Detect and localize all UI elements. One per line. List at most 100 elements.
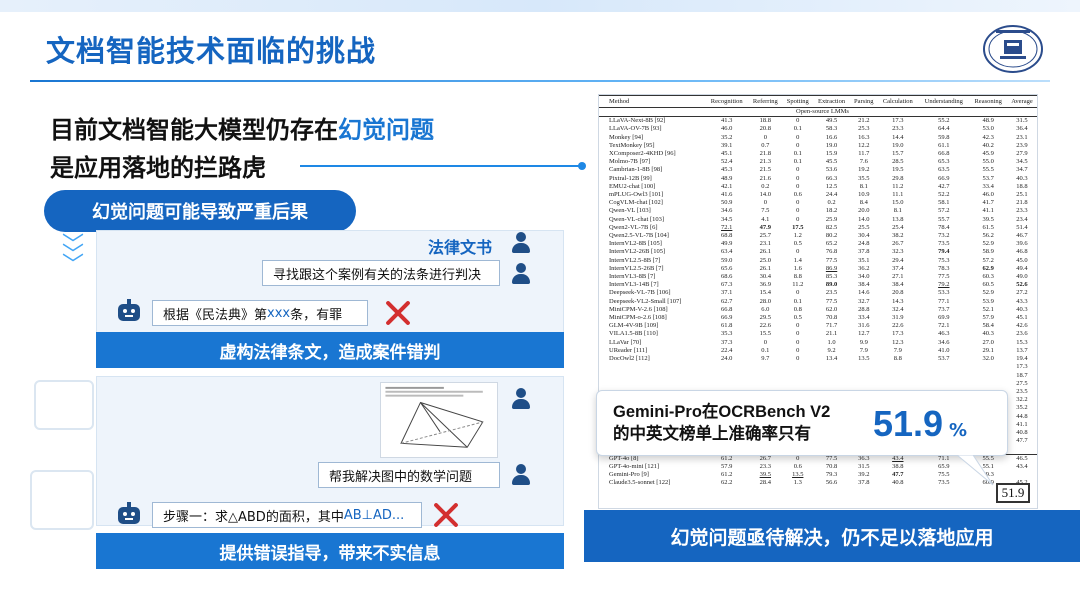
math-consequence-footer: 提供错误指导，带来不实信息 [96, 533, 564, 569]
table-cell [599, 372, 705, 380]
table-cell: InternVL3-14B [7] [609, 281, 659, 289]
table-cell: Deepseek-VL2-Small [107] [609, 297, 682, 305]
gemini-accuracy-callout: Gemini-Pro在OCRBench V2 的中英文榜单上准确率只有 51.9… [596, 390, 1008, 456]
table-cell: 36.9 [759, 281, 772, 289]
table-row: Cambrian-1-8B [98] 45.3 21.5 0 53.6 19.2 19.5 6… [599, 166, 1037, 174]
table-cell: 51.4 [1016, 223, 1028, 231]
table-cell: 45.1 [721, 150, 733, 158]
table-cell: 79.4 [938, 248, 950, 256]
table-cell: GLM-4V-9B [109] [609, 322, 659, 330]
wrong-cross-icon [384, 299, 412, 327]
table-cell: 77.5 [938, 273, 950, 281]
math-bot-answer: 步骤一：求△ABD的面积，其中 AB⊥AD... [152, 502, 422, 528]
table-cell: InternVL2.5-8B [7] [609, 256, 661, 264]
table-cell: 80.2 [825, 232, 838, 240]
table-cell: 27.2 [1016, 289, 1028, 297]
table-cell: 0 [796, 166, 800, 174]
table-cell: 32.4 [892, 305, 904, 313]
table-cell: 19.5 [892, 166, 904, 174]
table-cell: 0.1 [761, 346, 770, 354]
table-cell: 40.8 [892, 479, 904, 487]
table-cell: 58.9 [982, 248, 994, 256]
table-cell: 14.0 [858, 215, 870, 223]
table-cell [705, 372, 748, 380]
table-cell: 8.4 [859, 199, 868, 207]
headline-prefix: 目前文档智能大模型仍存在 [50, 116, 338, 144]
table-cell: 0 [796, 141, 800, 149]
table-cell: 1.2 [793, 232, 802, 240]
user-icon [510, 232, 532, 254]
table-cell: 0.1 [793, 125, 802, 133]
table-cell [705, 380, 748, 388]
table-cell [599, 380, 705, 388]
table-cell: 53.9 [982, 297, 994, 305]
table-cell: 46.5 [1016, 454, 1028, 462]
table-header-cell: Understanding [918, 95, 970, 108]
table-cell: 25.5 [858, 223, 870, 231]
table-cell: 20.8 [759, 125, 772, 133]
table-cell: 23.9 [1016, 141, 1028, 149]
table-cell: 0 [796, 207, 800, 215]
table-cell: 31.5 [858, 462, 870, 470]
table-cell: 21.8 [759, 150, 772, 158]
table-cell: 35.2 [1016, 404, 1028, 412]
table-cell: 24.8 [858, 240, 870, 248]
table-cell: 60.5 [982, 281, 994, 289]
table-cell: 11.7 [858, 150, 870, 158]
table-row: LLaVA-OV-7B [93] 46.0 20.8 0.1 58.3 25.3 23.3 6… [599, 125, 1037, 133]
table-row: 41.1 [599, 421, 1037, 429]
table-cell: 0 [796, 215, 800, 223]
table-cell: 15.5 [759, 330, 772, 338]
table-cell: 0 [796, 289, 800, 297]
table-cell: 55.1 [982, 462, 994, 470]
table-cell: 43.4 [892, 454, 904, 462]
table-cell: 23.5 [1016, 387, 1028, 395]
table-cell: 34.6 [938, 338, 950, 346]
table-cell: TextMonkey [95] [609, 141, 655, 149]
top-accent-bar [0, 0, 1080, 12]
code-window-decoration [34, 380, 94, 430]
table-cell: Monkey [94] [609, 133, 644, 141]
table-cell: 4.1 [761, 215, 770, 223]
geometry-problem-image [380, 382, 498, 458]
table-cell: 31.6 [858, 322, 870, 330]
table-cell: 40.2 [982, 141, 994, 149]
table-cell: Qwen-VL [103] [609, 207, 651, 215]
table-cell: 0 [796, 248, 800, 256]
table-cell: Qwen-VL-chat [103] [609, 215, 665, 223]
table-cell: MiniCPM-V-2.6 [108] [609, 305, 668, 313]
table-cell: 65.3 [938, 158, 950, 166]
table-cell: 19.0 [892, 141, 904, 149]
table-cell: 27.1 [892, 273, 904, 281]
table-cell: 75.3 [938, 256, 950, 264]
image-decoration [30, 470, 94, 530]
table-cell: 34.7 [1016, 166, 1028, 174]
table-cell: 57.2 [982, 256, 994, 264]
table-cell: 27.9 [1016, 150, 1028, 158]
table-cell: 41.1 [1016, 420, 1028, 428]
table-cell: 15.3 [1016, 338, 1028, 346]
law-bot-answer-highlight: xxx [267, 305, 291, 321]
table-cell: 56.2 [982, 232, 994, 240]
table-cell: 70.8 [825, 314, 838, 322]
table-cell: 73.5 [938, 240, 950, 248]
table-cell: Molmo-7B [97] [609, 158, 651, 166]
table-cell: 11.1 [892, 191, 904, 199]
table-cell: Pixtral-12B [99] [609, 174, 652, 182]
table-cell: 66.3 [825, 174, 838, 182]
law-bot-answer-suffix: 条，有罪 [290, 307, 343, 323]
table-cell: 46.0 [982, 191, 994, 199]
conclusion-banner: 幻觉问题亟待解决，仍不足以落地应用 [584, 510, 1080, 562]
table-cell: 41.7 [982, 199, 994, 207]
table-cell: 32.2 [1016, 396, 1028, 404]
table-cell: 60.9 [982, 479, 994, 487]
table-cell: 0 [763, 133, 767, 141]
table-cell: 73.2 [938, 232, 950, 240]
table-cell [969, 372, 1007, 380]
table-cell: 28.8 [858, 305, 870, 313]
table-cell: 55.5 [982, 454, 994, 462]
table-row: XComposer2-4KHD [96] 45.1 21.8 0.1 15.9 11.7 1… [599, 150, 1037, 158]
table-cell: 35.3 [721, 330, 733, 338]
table-cell: Qwen2-VL-7B [6] [609, 223, 658, 231]
table-cell: 23.6 [1016, 330, 1028, 338]
